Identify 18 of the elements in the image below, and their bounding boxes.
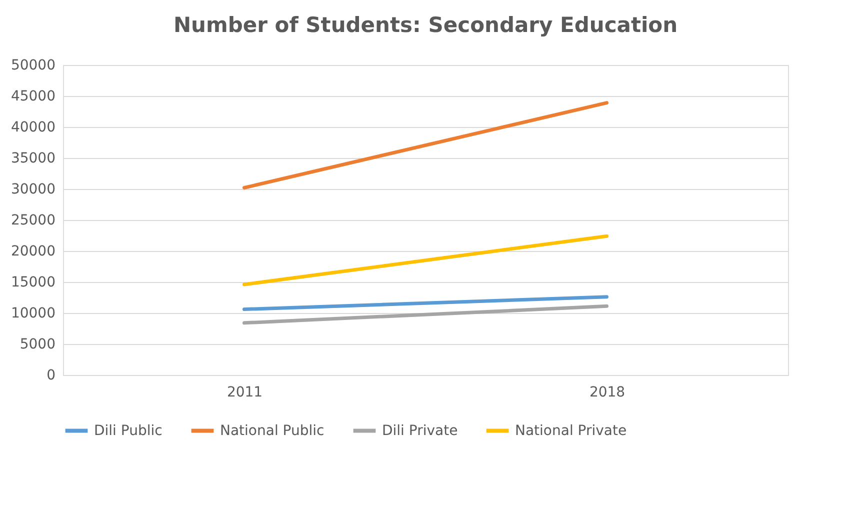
y-tick-label: 10000 bbox=[10, 306, 56, 322]
y-tick-label: 25000 bbox=[10, 212, 56, 228]
x-tick-label: 2011 bbox=[226, 384, 263, 400]
legend-label: National Public bbox=[220, 422, 324, 439]
y-tick-label: 45000 bbox=[10, 88, 56, 104]
y-tick-label: 30000 bbox=[10, 182, 56, 198]
chart-title: Number of Students: Secondary Education bbox=[173, 13, 678, 37]
x-tick-label: 2018 bbox=[589, 384, 626, 400]
legend-label: Dili Public bbox=[94, 422, 162, 439]
legend-label: Dili Private bbox=[382, 422, 458, 439]
y-tick-label: 0 bbox=[46, 368, 56, 384]
y-tick-label: 20000 bbox=[10, 244, 56, 260]
y-tick-label: 5000 bbox=[20, 336, 56, 352]
y-tick-label: 50000 bbox=[10, 58, 56, 74]
y-tick-label: 40000 bbox=[10, 120, 56, 136]
legend-label: National Private bbox=[515, 422, 627, 439]
y-tick-label: 35000 bbox=[10, 150, 56, 166]
y-tick-label: 15000 bbox=[10, 274, 56, 290]
